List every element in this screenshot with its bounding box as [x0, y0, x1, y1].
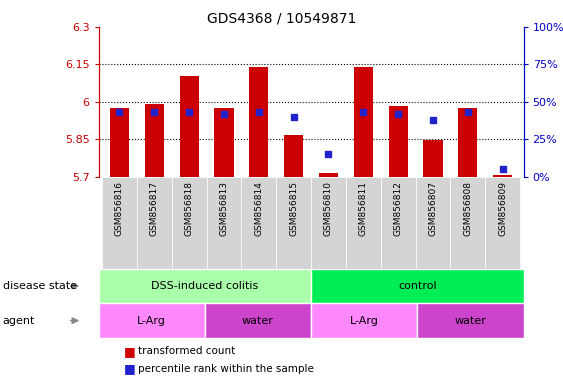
Text: GSM856807: GSM856807	[428, 181, 437, 236]
Bar	[180, 76, 199, 177]
Text: control: control	[398, 281, 437, 291]
Text: GSM856816: GSM856816	[115, 181, 124, 236]
Bar	[450, 177, 485, 269]
Text: GSM856818: GSM856818	[185, 181, 194, 236]
Text: GSM856808: GSM856808	[463, 181, 472, 236]
Text: ■: ■	[124, 345, 136, 358]
Bar	[137, 177, 172, 269]
Text: GSM856811: GSM856811	[359, 181, 368, 236]
Bar	[319, 173, 338, 177]
Text: DSS-induced colitis: DSS-induced colitis	[151, 281, 258, 291]
Text: percentile rank within the sample: percentile rank within the sample	[138, 364, 314, 374]
Bar	[485, 177, 520, 269]
Text: GSM856817: GSM856817	[150, 181, 159, 236]
Bar	[284, 136, 303, 177]
Bar	[493, 175, 512, 177]
Text: disease state: disease state	[3, 281, 77, 291]
Bar	[354, 67, 373, 177]
Bar	[346, 177, 381, 269]
Text: L-Arg: L-Arg	[137, 316, 166, 326]
Bar	[311, 177, 346, 269]
Bar	[458, 108, 477, 177]
Bar	[207, 177, 242, 269]
Bar	[242, 177, 276, 269]
Bar	[172, 177, 207, 269]
Bar	[145, 104, 164, 177]
Text: GSM856812: GSM856812	[394, 181, 403, 236]
Text: GSM856813: GSM856813	[220, 181, 229, 236]
Bar	[381, 177, 415, 269]
Text: GDS4368 / 10549871: GDS4368 / 10549871	[207, 12, 356, 25]
Bar	[417, 303, 524, 338]
Bar	[99, 303, 205, 338]
Text: GSM856810: GSM856810	[324, 181, 333, 236]
Bar	[388, 106, 408, 177]
Bar	[311, 303, 417, 338]
Bar	[276, 177, 311, 269]
Bar	[205, 303, 311, 338]
Bar	[311, 269, 524, 303]
Bar	[99, 269, 311, 303]
Bar	[415, 177, 450, 269]
Text: agent: agent	[3, 316, 35, 326]
Text: ■: ■	[124, 362, 136, 375]
Text: GSM856815: GSM856815	[289, 181, 298, 236]
Bar	[102, 177, 137, 269]
Bar	[249, 67, 269, 177]
Bar	[215, 108, 234, 177]
Text: water: water	[242, 316, 274, 326]
Text: water: water	[454, 316, 486, 326]
Text: L-Arg: L-Arg	[350, 316, 379, 326]
Bar	[423, 141, 443, 177]
Text: transformed count: transformed count	[138, 346, 235, 356]
Bar	[110, 108, 129, 177]
Text: GSM856809: GSM856809	[498, 181, 507, 236]
Text: GSM856814: GSM856814	[254, 181, 263, 236]
